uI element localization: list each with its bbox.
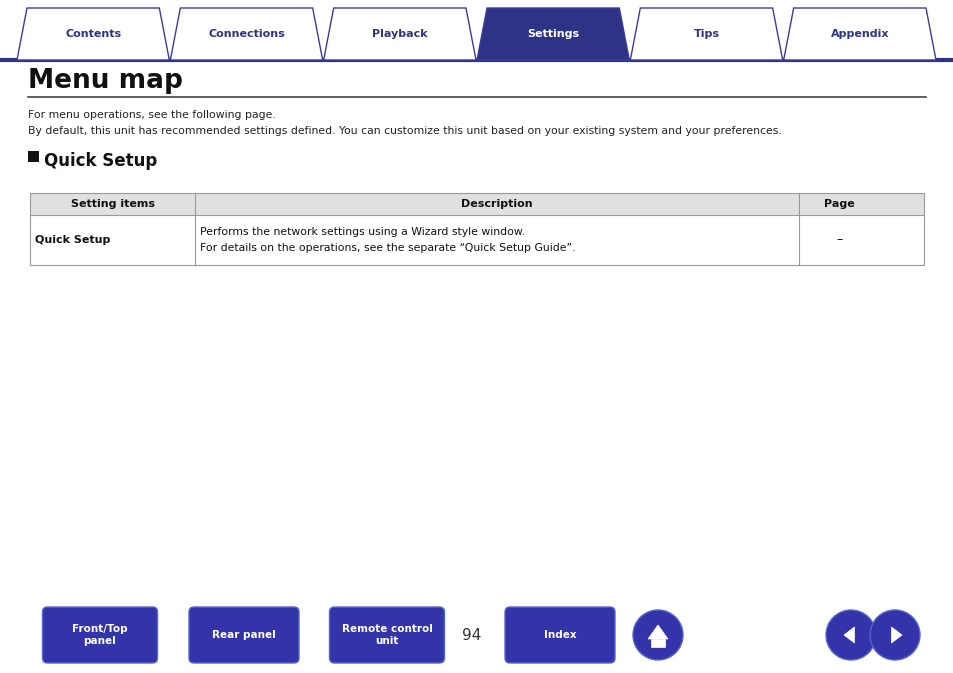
Text: Appendix: Appendix bbox=[830, 29, 888, 39]
Text: Connections: Connections bbox=[208, 29, 285, 39]
Text: For menu operations, see the following page.: For menu operations, see the following p… bbox=[28, 110, 275, 120]
Polygon shape bbox=[782, 8, 935, 60]
Text: Setting items: Setting items bbox=[71, 199, 154, 209]
Polygon shape bbox=[843, 627, 854, 643]
Polygon shape bbox=[171, 8, 322, 60]
Circle shape bbox=[633, 610, 682, 660]
Bar bbox=[30, 193, 923, 215]
Polygon shape bbox=[890, 627, 901, 643]
FancyBboxPatch shape bbox=[504, 607, 615, 663]
Polygon shape bbox=[323, 8, 476, 60]
Text: Description: Description bbox=[461, 199, 533, 209]
Polygon shape bbox=[17, 8, 169, 60]
FancyBboxPatch shape bbox=[189, 607, 298, 663]
Bar bbox=[650, 639, 664, 647]
Bar bbox=[30, 215, 923, 265]
Polygon shape bbox=[630, 8, 781, 60]
Text: Remote control
unit: Remote control unit bbox=[341, 624, 432, 646]
Polygon shape bbox=[476, 8, 629, 60]
Text: Playback: Playback bbox=[372, 29, 427, 39]
Text: Rear panel: Rear panel bbox=[212, 630, 275, 640]
Text: Index: Index bbox=[543, 630, 576, 640]
Polygon shape bbox=[647, 625, 667, 639]
Bar bbox=[30, 193, 923, 265]
Text: 94: 94 bbox=[462, 627, 481, 643]
FancyBboxPatch shape bbox=[329, 607, 444, 663]
Text: Page: Page bbox=[822, 199, 854, 209]
Text: Menu map: Menu map bbox=[28, 68, 183, 94]
Circle shape bbox=[825, 610, 875, 660]
Text: Quick Setup: Quick Setup bbox=[44, 152, 157, 170]
Text: By default, this unit has recommended settings defined. You can customize this u: By default, this unit has recommended se… bbox=[28, 126, 781, 136]
FancyBboxPatch shape bbox=[43, 607, 157, 663]
Text: Contents: Contents bbox=[65, 29, 121, 39]
Text: For details on the operations, see the separate “Quick Setup Guide”.: For details on the operations, see the s… bbox=[200, 243, 576, 253]
Text: Performs the network settings using a Wizard style window.: Performs the network settings using a Wi… bbox=[200, 227, 525, 237]
Text: Settings: Settings bbox=[527, 29, 578, 39]
Text: Front/Top
panel: Front/Top panel bbox=[72, 624, 128, 646]
Text: –: – bbox=[835, 234, 841, 246]
Bar bbox=[28, 151, 39, 162]
Text: Tips: Tips bbox=[693, 29, 719, 39]
Circle shape bbox=[869, 610, 919, 660]
Text: Quick Setup: Quick Setup bbox=[35, 235, 111, 245]
